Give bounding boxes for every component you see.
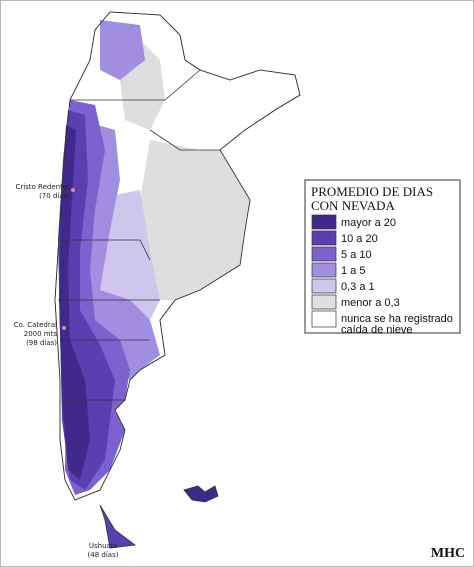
province-border <box>70 69 201 101</box>
annotation: (98 días) <box>26 339 57 347</box>
legend-swatch <box>311 310 337 328</box>
annotation: (70 días) <box>39 192 70 200</box>
malvinas <box>183 485 219 503</box>
legend-label: 1 a 5 <box>341 265 365 277</box>
marker <box>62 326 66 330</box>
annotation: Co. Catedral <box>14 321 57 329</box>
annotation: Ushuaia <box>89 542 117 550</box>
legend-swatch <box>311 278 337 294</box>
legend-label: 5 a 10 <box>341 249 372 261</box>
legend-swatch <box>311 230 337 246</box>
annotation: Cristo Redentor <box>15 183 70 191</box>
annotation: (48 días) <box>88 551 119 559</box>
legend-label: nunca se ha registrado <box>341 313 453 325</box>
zone-mayor-a-20 <box>59 125 90 480</box>
zone-gray <box>140 140 250 300</box>
annotations: Cristo Redentor(70 días) Co. Catedral2000… <box>14 183 119 559</box>
legend-swatch <box>311 262 337 278</box>
legend-label: caída de nieve <box>341 324 413 336</box>
signature: MHC <box>431 546 465 561</box>
legend-label: menor a 0,3 <box>341 297 400 309</box>
tierra-del-fuego <box>99 504 137 549</box>
zone-1-a-5-north <box>100 20 145 80</box>
province-border <box>149 129 220 151</box>
argentina <box>54 11 301 549</box>
annotation: 2000 mts <box>24 330 58 338</box>
legend-swatch <box>311 214 337 230</box>
legend-label: mayor a 20 <box>341 217 396 229</box>
legend-label: 10 a 20 <box>341 233 378 245</box>
legend-label: 0,3 a 1 <box>341 281 375 293</box>
legend-swatch <box>311 246 337 262</box>
legend-swatch <box>311 294 337 310</box>
marker <box>71 188 75 192</box>
country-border <box>54 11 301 501</box>
province-border <box>60 239 151 261</box>
legend-title: PROMEDIO DE DIAS <box>311 184 433 199</box>
legend-title: CON NEVADA <box>311 198 396 213</box>
